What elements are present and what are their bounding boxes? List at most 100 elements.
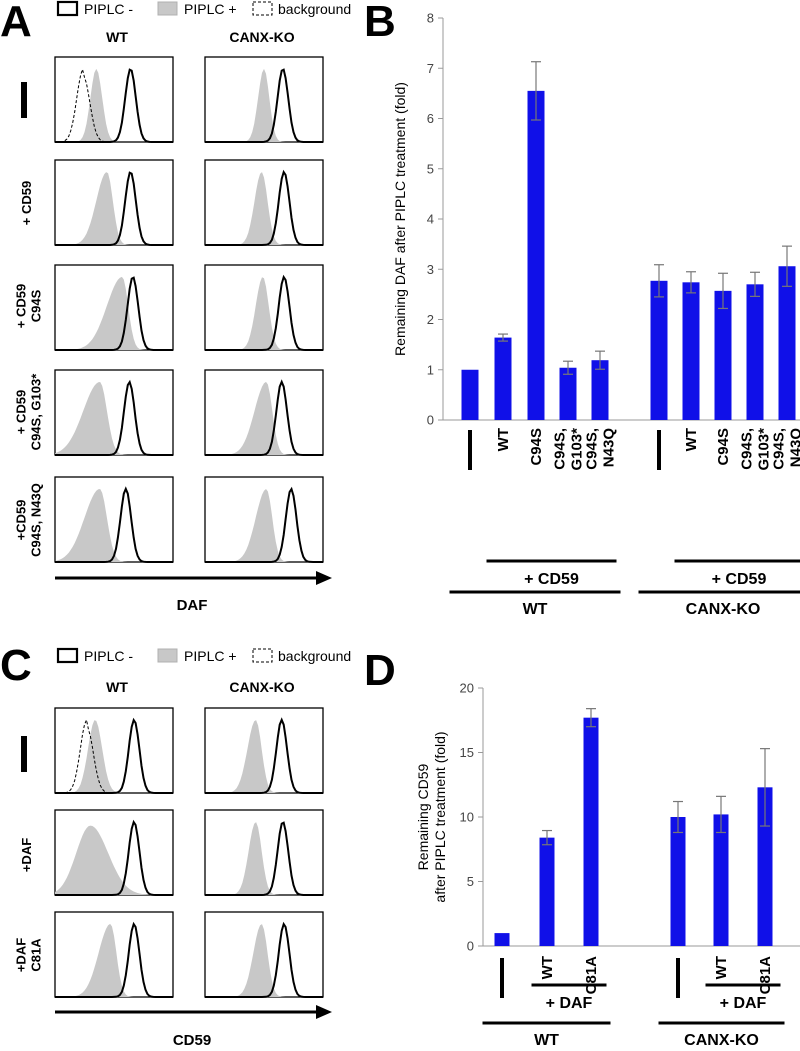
piplc-plus-histogram [55,172,173,245]
row-label-line: +DAF [19,838,34,872]
bar [494,933,510,946]
y-tick-label: 7 [427,61,434,76]
row-label-control-bar [21,82,27,118]
y-tick-label: 6 [427,111,434,126]
row-label-line: + CD59 [14,390,29,434]
bar [591,360,609,420]
group-sublabel: + DAF [720,995,767,1012]
x-tick-label: N43Q [788,428,800,468]
piplc-minus-histogram [205,68,323,143]
histogram-a-canx-ko-row5 [204,476,324,563]
piplc-minus-histogram [55,717,173,794]
legend-piplc-minus-swatch [56,0,79,17]
piplc-plus-histogram [205,924,323,997]
histogram-c-canx-ko-row2 [204,809,324,896]
histogram-a-canx-ko-row3 [204,264,324,351]
y-axis-label: Remaining DAF after PIPLC treatment (fol… [392,82,408,356]
legend-piplc-minus: PIPLC - [84,648,133,664]
y-tick-label: 20 [460,681,474,696]
y-tick-label: 2 [427,312,434,327]
piplc-minus-histogram [55,171,173,246]
piplc-plus-histogram [55,720,173,793]
bar [713,814,729,946]
row-label-line: +CD59 [14,500,29,541]
piplc-plus-histogram [55,923,173,997]
piplc-minus-histogram [55,486,173,563]
panel-c-row-labels: +DAF+DAF C81A [14,838,44,972]
histogram-frame [54,707,174,794]
histogram-c-wt-row1 [54,707,174,794]
x-tick-label [468,430,472,470]
x-tick-label: WT [539,956,556,979]
y-tick-label: 5 [467,874,474,889]
panel-b-chart: 0 1 2 3 4 5 6 7 8 Remaining DAF after PIPLC treat… [392,11,800,618]
x-tick-label [500,958,504,998]
x-tick-label: C94S, [584,428,601,470]
x-tick-label: WT [495,428,512,451]
histogram-c-canx-ko-row1 [204,707,324,794]
x-tick-label: G103* [569,428,586,471]
piplc-minus-histogram [205,274,323,351]
x-tick-label: C81A [583,956,600,995]
legend-piplc-plus: PIPLC + [184,1,237,17]
panel-c: C PIPLC - PIPLC + background WT CANX-KO … [0,641,351,1049]
y-tick-label: 10 [460,810,474,825]
piplc-plus-histogram [205,68,323,142]
histogram-a-canx-ko-row2 [204,159,324,246]
column-header-canx-ko: CANX-KO [229,29,294,45]
x-tick-label [676,958,680,998]
legend-piplc-plus-swatch [157,648,178,663]
x-tick-label: C94S, [771,428,788,470]
histogram-c-wt-row2 [54,809,174,896]
panel-a: A PIPLC - PIPLC + background WT CANX-KO … [0,0,351,614]
piplc-minus-histogram [205,921,323,998]
piplc-minus-histogram [55,379,173,456]
y-tick-label: 1 [427,362,434,377]
x-tick-label: C94S, [739,428,756,470]
daf-axis-arrow-icon [316,571,332,585]
bar [539,837,555,946]
histogram-c-wt-row3 [54,911,174,998]
bar [583,717,599,946]
panel-a-label: A [0,0,32,46]
piplc-plus-histogram [205,822,323,895]
bar [494,337,512,420]
piplc-minus-histogram [205,821,323,896]
panel-a-row-labels: + CD59+ CD59 C94S+ CD59 C94S, G103*+CD59 C9… [14,181,44,557]
piplc-minus-histogram [205,169,323,246]
group-sublabel: + CD59 [524,571,579,588]
histogram-a-wt-row2 [54,159,174,246]
piplc-plus-histogram [55,276,173,350]
legend-background: background [278,648,351,664]
x-tick-label: C94S [528,428,545,466]
panel-a-histograms [54,56,324,563]
cd59-axis-arrow-icon [316,1005,332,1019]
bar [746,284,764,420]
panel-c-label: C [0,641,32,690]
group-label: WT [534,1032,559,1049]
row-label-line: + CD59 [19,181,34,225]
group-sublabel: + CD59 [712,571,767,588]
piplc-plus-histogram [205,381,323,455]
legend-piplc-plus-swatch [157,1,178,16]
piplc-plus-histogram [205,172,323,245]
panel-c-histograms [54,707,324,998]
row-label-line: C94S [29,289,44,322]
histogram-a-canx-ko-row4 [204,369,324,456]
piplc-plus-histogram [55,382,173,455]
histogram-a-wt-row4 [54,369,174,456]
legend-piplc-minus: PIPLC - [84,1,133,17]
row-label-line: + CD59 [14,284,29,328]
panel-d: D 0 5 10 15 20 Remaining CD59 after PIPLC trea… [364,646,800,1049]
piplc-plus-histogram [55,489,173,562]
histogram-a-wt-row5 [54,476,174,563]
legend-piplc-minus-swatch [56,647,79,664]
piplc-minus-histogram [205,379,323,456]
row-label-line: C94S, N43Q [29,483,44,557]
piplc-minus-histogram [55,921,173,998]
y-axis-label-line: after PIPLC treatment (fold) [432,731,448,902]
histogram-a-wt-row3 [54,264,174,351]
y-tick-label: 5 [427,161,434,176]
x-tick-label: N43Q [601,428,618,468]
